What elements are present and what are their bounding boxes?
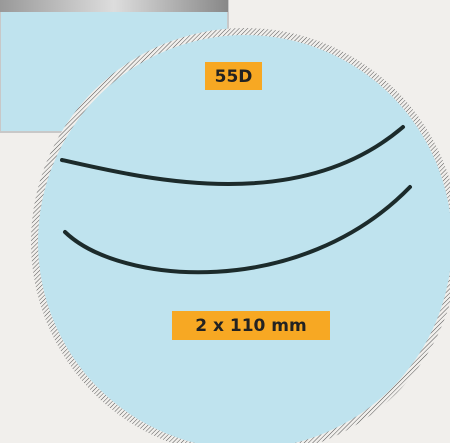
product-image: 55D 2 x 110 mm [0,0,450,443]
size-label: 2 x 110 mm [195,316,306,336]
metal-strip [0,0,228,12]
page: 55D 2 x 110 mm (() => { const data = JSO… [0,0,450,443]
circle [38,35,450,443]
hardness-label: 55D [215,67,253,87]
